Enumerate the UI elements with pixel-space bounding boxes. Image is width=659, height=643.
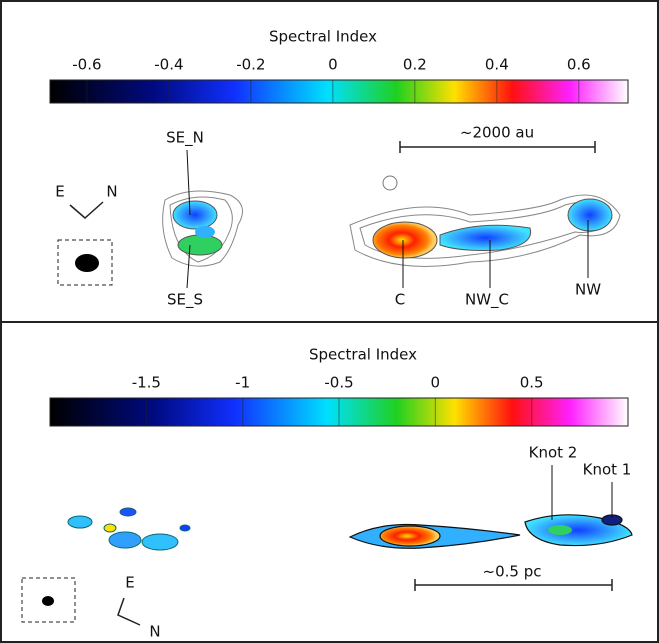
source-se — [162, 190, 243, 267]
panel: Spectral Index Knot 2 Knot 1 ~0.5 pc E N — [21, 346, 633, 641]
source-jet — [349, 175, 621, 267]
compass — [117, 597, 141, 626]
compass — [69, 201, 104, 219]
compass-east: E — [55, 183, 64, 201]
compass-north: N — [149, 623, 160, 641]
colorbar-tick-label: -1.5 — [132, 374, 161, 392]
source-label: SE_S — [167, 291, 203, 310]
source-label: C — [395, 291, 405, 309]
scale-label: ~0.5 pc — [483, 563, 542, 581]
source-label: Knot 1 — [583, 461, 632, 479]
source-label: NW — [575, 281, 601, 299]
colorbar-tick-label: 0.5 — [520, 374, 544, 392]
colorbar-tick-label: -1 — [235, 374, 250, 392]
beam-box — [57, 239, 113, 286]
source-label: Knot 2 — [529, 444, 578, 462]
pointer — [186, 244, 191, 289]
source-jet — [348, 514, 633, 549]
colorbar-tick-label: -0.2 — [236, 56, 265, 74]
compass-north: N — [106, 183, 117, 201]
scale-bar — [399, 141, 596, 153]
colorbar — [49, 79, 629, 104]
source-label: NW_C — [465, 291, 509, 310]
colorbar-tick-label: -0.6 — [72, 56, 101, 74]
colorbar-tick-label: -0.5 — [324, 374, 353, 392]
beam-box — [21, 577, 76, 623]
colorbar-tick-label: 0 — [328, 56, 338, 74]
source-left — [67, 507, 191, 551]
colorbar-tick-label: 0.2 — [403, 56, 427, 74]
beam — [75, 254, 99, 272]
pointer — [186, 149, 191, 216]
compass-east: E — [125, 574, 134, 592]
colorbar-title: Spectral Index — [269, 28, 377, 46]
colorbar-tick-label: 0.6 — [567, 56, 591, 74]
scale-label: ~2000 au — [460, 124, 534, 142]
colorbar-title: Spectral Index — [309, 346, 417, 364]
colorbar-tick-label: -0.4 — [154, 56, 183, 74]
colorbar-tick-label: 0.4 — [485, 56, 509, 74]
panel: Spectral Index SE_N SE_S C NW_C NW — [49, 28, 629, 310]
colorbar-tick-label: 0 — [431, 374, 441, 392]
source-label: SE_N — [166, 129, 204, 148]
scale-bar — [414, 579, 613, 591]
beam — [42, 596, 54, 606]
